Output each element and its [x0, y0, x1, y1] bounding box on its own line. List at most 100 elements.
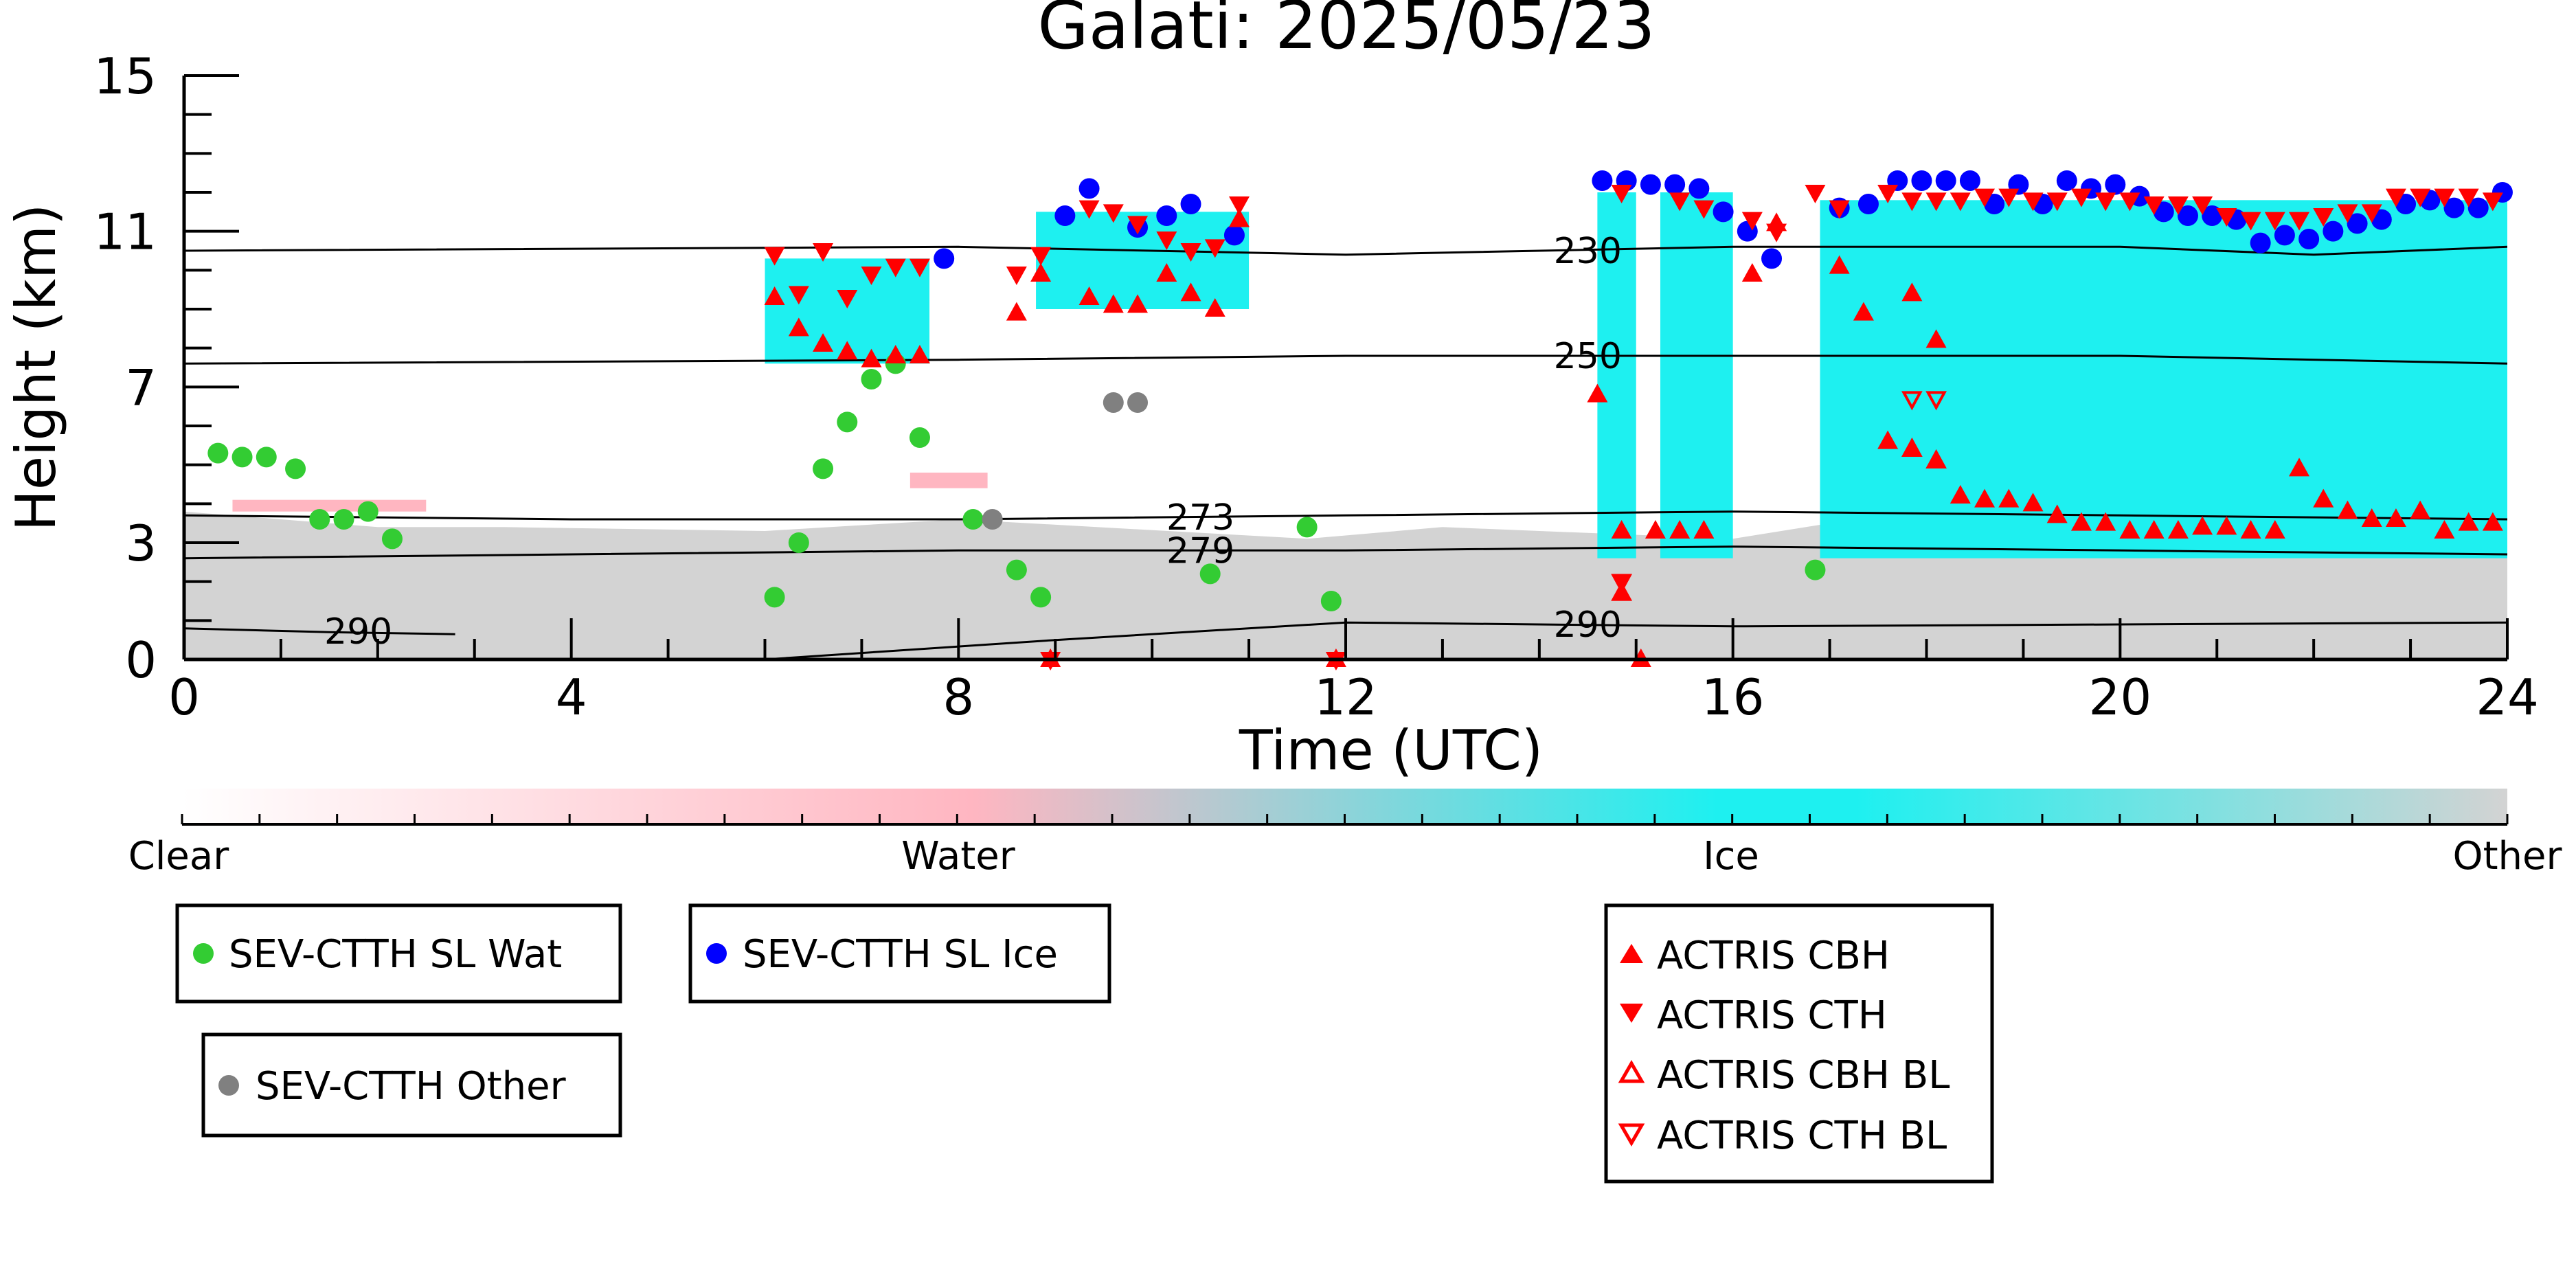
data-points	[207, 170, 2513, 670]
data-point	[1925, 192, 1947, 212]
legend-marker-wat	[193, 943, 214, 964]
x-tick-label: 16	[1702, 668, 1765, 726]
legend-label-cbh: ACTRIS CBH	[1657, 934, 1890, 978]
data-point	[2434, 188, 2455, 207]
data-point	[1829, 200, 1850, 219]
data-point	[1645, 520, 1666, 539]
data-point	[1998, 488, 2020, 508]
data-point	[1223, 225, 1245, 246]
legend-marker-cth	[1620, 1004, 1643, 1023]
data-point	[1877, 430, 1899, 449]
data-point	[1805, 185, 1826, 203]
data-point	[1320, 591, 1342, 611]
y-tick-label: 0	[125, 631, 157, 689]
data-point	[2167, 520, 2189, 539]
y-tick-label: 3	[125, 515, 157, 572]
data-point	[1950, 485, 1971, 504]
isotherm-label: 279	[1166, 530, 1234, 572]
data-point	[1611, 185, 1632, 203]
colorbar-label-ice: Ice	[1703, 834, 1759, 879]
data-point	[381, 528, 403, 550]
legend-marker-cbh	[1620, 944, 1643, 963]
data-point	[982, 509, 1003, 530]
data-point	[1925, 329, 1947, 348]
data-point	[2192, 516, 2213, 535]
data-point	[837, 290, 858, 308]
legend-label-cth-bl: ACTRIS CTH BL	[1657, 1114, 1947, 1158]
data-point	[1640, 174, 1661, 195]
y-axis-label: Height (km)	[4, 204, 68, 532]
data-point	[1199, 563, 1221, 585]
data-point	[1959, 170, 1980, 191]
isotherm-label: 230	[1554, 231, 1622, 272]
isotherm-label: 250	[1554, 336, 1622, 377]
data-point	[2250, 232, 2271, 253]
data-point	[2264, 520, 2285, 539]
data-point	[962, 509, 984, 530]
data-point	[2347, 213, 2368, 234]
legend-label-ice: SEV-CTTH SL Ice	[743, 932, 1058, 977]
data-point	[2458, 512, 2479, 531]
data-point	[2119, 520, 2140, 539]
legend-marker-cth-bl	[1618, 1123, 1645, 1147]
x-tick-label: 4	[556, 668, 587, 726]
data-point	[1006, 302, 1027, 321]
data-point	[788, 286, 809, 305]
data-point	[2119, 192, 2140, 212]
data-point	[2289, 457, 2310, 477]
data-point	[837, 411, 858, 433]
data-point	[2240, 212, 2261, 231]
data-point	[1103, 392, 1124, 413]
colorbar-label-other: Other	[2452, 834, 2562, 879]
data-point	[1030, 587, 1052, 608]
data-point	[2177, 205, 2198, 226]
data-point	[2482, 192, 2503, 212]
data-point	[2240, 520, 2261, 539]
ice-region	[1820, 200, 2507, 558]
legend-label-wat: SEV-CTTH SL Wat	[229, 932, 562, 977]
data-point	[1030, 263, 1052, 282]
data-point	[1901, 192, 1923, 212]
colorbar-ticks	[181, 814, 2509, 824]
data-point	[1103, 204, 1124, 223]
plot-background	[184, 192, 2507, 659]
legend-label-other: SEV-CTTH Other	[256, 1064, 567, 1109]
data-point	[1829, 255, 1850, 274]
data-point	[1901, 391, 1923, 411]
legend-box-ice: SEV-CTTH SL Ice	[688, 903, 1111, 1004]
data-point	[2458, 188, 2479, 207]
data-point	[788, 317, 809, 337]
isotherm-line	[184, 627, 455, 635]
data-point	[1669, 520, 1691, 539]
y-tick-label: 7	[125, 359, 157, 416]
chart-title: Galati: 2025/05/23	[1037, 0, 1655, 64]
data-point	[1180, 243, 1201, 262]
data-point	[1664, 174, 1686, 195]
data-point	[2264, 212, 2285, 231]
data-point	[1901, 282, 1923, 302]
data-point	[1761, 248, 1783, 269]
data-point	[861, 348, 882, 368]
data-point	[813, 333, 834, 352]
data-point	[2095, 512, 2116, 531]
data-point	[2143, 196, 2165, 215]
data-point	[1296, 517, 1318, 538]
data-point	[1127, 392, 1149, 413]
y-tick-label: 15	[93, 47, 157, 105]
data-point	[2143, 520, 2165, 539]
data-point	[1180, 194, 1201, 214]
data-point	[2070, 512, 2092, 531]
data-point	[2313, 208, 2334, 227]
data-point	[1078, 178, 1100, 199]
data-point	[1853, 302, 1874, 321]
data-point	[2434, 520, 2455, 539]
x-axis-label: Time (UTC)	[1239, 719, 1543, 782]
data-point	[1669, 192, 1691, 212]
data-point	[909, 345, 930, 363]
data-point	[256, 447, 277, 468]
data-point	[1030, 247, 1052, 266]
data-point	[1228, 196, 1250, 215]
isotherm-label: 273	[1166, 497, 1234, 539]
data-point	[1693, 200, 1715, 219]
data-point	[2337, 204, 2358, 223]
